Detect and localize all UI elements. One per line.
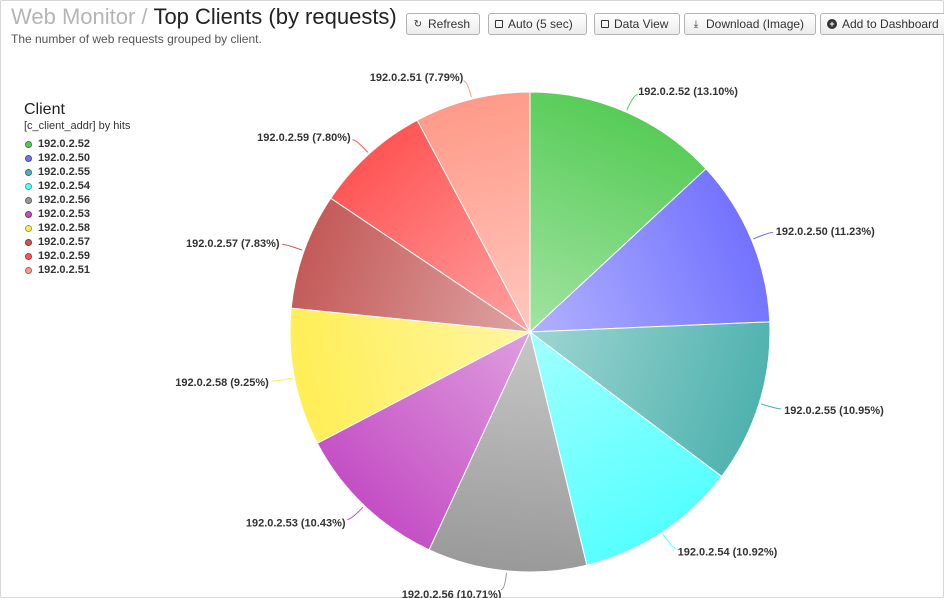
download-label: Download (Image): [706, 17, 805, 31]
download-image-button[interactable]: ⤓ Download (Image): [684, 13, 816, 35]
legend-item[interactable]: 192.0.2.58: [24, 221, 130, 235]
legend-item[interactable]: 192.0.2.57: [24, 235, 130, 249]
slice-connector: [282, 243, 303, 251]
slice-connector: [500, 572, 507, 591]
legend-item[interactable]: 192.0.2.52: [24, 137, 130, 151]
slice-label: 192.0.2.55 (10.95%): [784, 405, 884, 417]
slice-label: 192.0.2.54 (10.92%): [678, 547, 778, 559]
data-view-checkbox[interactable]: Data View: [594, 13, 680, 35]
legend-swatch: [25, 224, 32, 232]
legend-item[interactable]: 192.0.2.59: [24, 249, 130, 263]
pie-slice-192-0-2-55[interactable]: [528, 321, 771, 478]
legend-label: 192.0.2.57: [38, 236, 90, 248]
pie-slice-192-0-2-57[interactable]: [290, 197, 531, 333]
legend-swatch: [25, 196, 32, 204]
legend-label: 192.0.2.51: [38, 264, 90, 276]
legend-label: 192.0.2.53: [38, 208, 90, 220]
slice-label: 192.0.2.58 (9.25%): [175, 377, 269, 389]
legend-label: 192.0.2.54: [38, 180, 90, 192]
legend-label: 192.0.2.58: [38, 222, 90, 234]
legend-item[interactable]: 192.0.2.55: [24, 165, 130, 179]
legend-swatch: [25, 252, 32, 260]
download-icon: ⤓: [693, 18, 699, 30]
slice-label: 192.0.2.53 (10.43%): [246, 517, 346, 529]
slice-connector: [347, 506, 364, 520]
toolbar: ↻ Refresh Auto (5 sec) Data View ⤓ Downl…: [406, 13, 944, 37]
add-to-dashboard-button[interactable]: + Add to Dashboard: [820, 13, 944, 35]
pie-slice-192-0-2-59[interactable]: [330, 119, 531, 333]
slice-label: 192.0.2.52 (13.10%): [638, 86, 738, 98]
data-view-label: Data View: [614, 17, 669, 31]
report-subtitle: The number of web requests grouped by cl…: [11, 32, 262, 46]
auto-refresh-label: Auto (5 sec): [508, 17, 573, 31]
chart-legend: Client [c_client_addr] by hits 192.0.2.5…: [24, 100, 130, 277]
legend-label: 192.0.2.50: [38, 152, 90, 164]
slice-label: 192.0.2.50 (11.23%): [776, 226, 875, 238]
pie-slice-192-0-2-51[interactable]: [416, 91, 531, 333]
slice-label: 192.0.2.56 (10.71%): [402, 589, 502, 598]
checkbox-icon: [495, 20, 503, 28]
slice-connector: [271, 377, 293, 382]
legend-swatch: [25, 154, 32, 162]
legend-label: 192.0.2.59: [38, 250, 90, 262]
slice-connector: [753, 231, 774, 240]
page-title: Web Monitor / Top Clients (by requests): [11, 4, 397, 30]
slice-connector: [662, 533, 677, 549]
pie-slice-192-0-2-56[interactable]: [428, 330, 588, 573]
legend-swatch: [25, 140, 32, 148]
legend-label: 192.0.2.56: [38, 194, 90, 206]
slice-connector: [626, 94, 638, 111]
plus-circle-icon: +: [827, 19, 837, 29]
pie-slice-192-0-2-58[interactable]: [289, 307, 532, 444]
slice-connector: [760, 403, 782, 410]
pie-slice-192-0-2-52[interactable]: [529, 91, 707, 334]
legend-item[interactable]: 192.0.2.54: [24, 179, 130, 193]
legend-item[interactable]: 192.0.2.56: [24, 193, 130, 207]
legend-swatch: [25, 238, 32, 246]
legend-swatch: [25, 266, 32, 274]
legend-label: 192.0.2.55: [38, 166, 90, 178]
pie-slice-192-0-2-50[interactable]: [528, 168, 771, 333]
legend-item[interactable]: 192.0.2.53: [24, 207, 130, 221]
legend-swatch: [25, 182, 32, 190]
pie-slice-192-0-2-54[interactable]: [529, 330, 723, 566]
checkbox-icon: [601, 20, 609, 28]
legend-swatch: [25, 168, 32, 176]
auto-refresh-checkbox[interactable]: Auto (5 sec): [488, 13, 587, 35]
legend-title: Client: [24, 101, 65, 118]
report-title: Top Clients (by requests): [153, 4, 397, 29]
legend-item[interactable]: 192.0.2.50: [24, 151, 130, 165]
slice-label: 192.0.2.59 (7.80%): [257, 132, 351, 144]
slice-label: 192.0.2.51 (7.79%): [370, 72, 464, 84]
pie-slice-192-0-2-53[interactable]: [316, 330, 532, 551]
refresh-icon: ↻: [413, 18, 423, 30]
breadcrumb-separator: /: [141, 4, 148, 29]
refresh-button[interactable]: ↻ Refresh: [406, 13, 480, 35]
slice-connector: [463, 80, 472, 98]
breadcrumb-web-monitor[interactable]: Web Monitor: [11, 4, 136, 29]
add-to-dashboard-label: Add to Dashboard: [842, 17, 939, 31]
legend-swatch: [25, 210, 32, 218]
slice-connector: [352, 139, 369, 153]
slice-label: 192.0.2.57 (7.83%): [186, 238, 280, 250]
legend-subtitle: [c_client_addr] by hits: [24, 120, 131, 132]
legend-label: 192.0.2.52: [38, 138, 90, 150]
legend-item[interactable]: 192.0.2.51: [24, 263, 130, 277]
refresh-button-label: Refresh: [428, 17, 471, 31]
